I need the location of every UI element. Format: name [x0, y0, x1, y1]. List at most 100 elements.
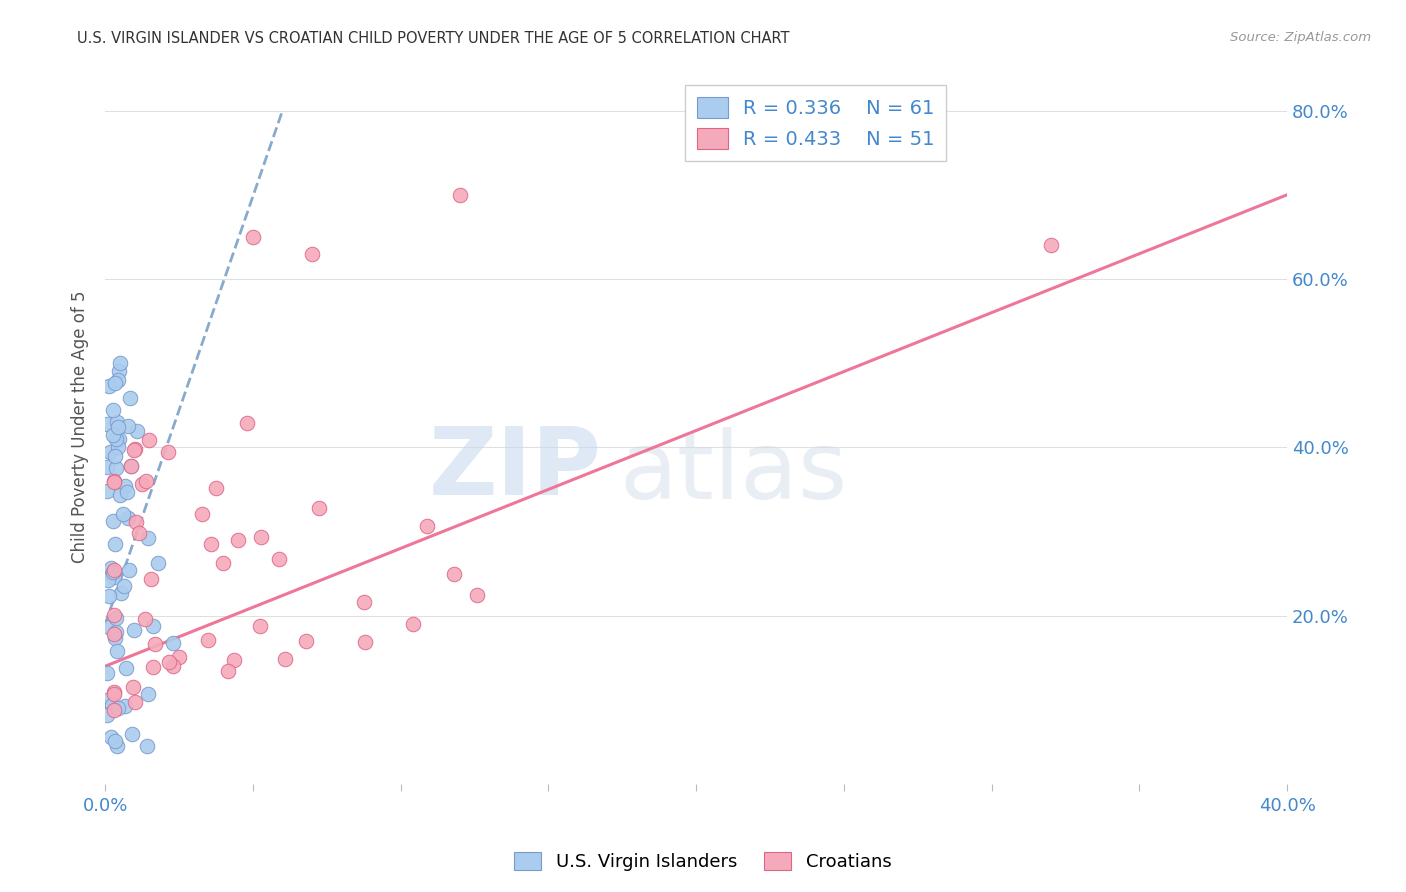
Point — [105, 643, 128, 657]
Point — [1039, 238, 1062, 252]
Point — [103, 687, 125, 701]
Point — [108, 356, 131, 370]
Point — [353, 595, 375, 609]
Point — [217, 664, 239, 678]
Legend: R = 0.336    N = 61, R = 0.433    N = 51: R = 0.336 N = 61, R = 0.433 N = 51 — [685, 86, 946, 161]
Point — [105, 461, 128, 475]
Point — [301, 246, 323, 260]
Point — [162, 636, 184, 650]
Point — [115, 484, 138, 499]
Point — [103, 475, 125, 489]
Y-axis label: Child Poverty Under the Age of 5: Child Poverty Under the Age of 5 — [72, 290, 89, 563]
Point — [103, 685, 125, 699]
Point — [97, 589, 120, 603]
Point — [142, 618, 165, 632]
Point — [226, 533, 249, 548]
Point — [249, 619, 271, 633]
Point — [197, 632, 219, 647]
Point — [162, 659, 184, 673]
Text: ZIP: ZIP — [429, 423, 602, 516]
Point — [124, 442, 146, 457]
Point — [136, 739, 159, 754]
Point — [274, 652, 297, 666]
Point — [242, 230, 264, 244]
Point — [118, 391, 141, 405]
Point — [96, 666, 118, 681]
Point — [104, 537, 127, 551]
Point — [107, 701, 129, 715]
Point — [103, 514, 125, 528]
Point — [101, 428, 124, 442]
Point — [148, 557, 170, 571]
Point — [112, 507, 135, 521]
Text: atlas: atlas — [619, 426, 848, 519]
Point — [96, 692, 118, 706]
Legend: U.S. Virgin Islanders, Croatians: U.S. Virgin Islanders, Croatians — [508, 845, 898, 879]
Point — [295, 633, 318, 648]
Point — [104, 733, 127, 747]
Point — [122, 680, 145, 694]
Point — [136, 687, 159, 701]
Point — [222, 652, 245, 666]
Point — [121, 727, 143, 741]
Point — [103, 565, 125, 579]
Point — [100, 567, 122, 582]
Point — [156, 445, 179, 459]
Point — [128, 526, 150, 541]
Point — [143, 637, 166, 651]
Point — [107, 440, 129, 454]
Point — [465, 588, 488, 602]
Point — [104, 611, 127, 625]
Point — [114, 479, 136, 493]
Point — [108, 433, 131, 447]
Point — [104, 376, 127, 390]
Point — [135, 475, 157, 489]
Point — [107, 415, 129, 429]
Point — [120, 458, 142, 473]
Point — [443, 566, 465, 581]
Point — [308, 501, 330, 516]
Point — [236, 416, 259, 430]
Point — [200, 536, 222, 550]
Point — [131, 476, 153, 491]
Point — [104, 631, 127, 645]
Point — [105, 432, 128, 446]
Point — [98, 379, 121, 393]
Point — [96, 417, 118, 431]
Point — [122, 442, 145, 457]
Point — [114, 698, 136, 713]
Point — [100, 561, 122, 575]
Point — [103, 627, 125, 641]
Point — [103, 563, 125, 577]
Point — [107, 420, 129, 434]
Point — [96, 459, 118, 474]
Point — [97, 573, 120, 587]
Point — [100, 730, 122, 744]
Point — [212, 556, 235, 570]
Point — [134, 612, 156, 626]
Point — [127, 425, 149, 439]
Point — [98, 619, 121, 633]
Point — [104, 449, 127, 463]
Point — [103, 474, 125, 488]
Point — [138, 434, 160, 448]
Point — [96, 707, 118, 722]
Point — [416, 519, 439, 533]
Point — [108, 364, 131, 378]
Point — [204, 481, 226, 495]
Point — [117, 418, 139, 433]
Point — [98, 445, 121, 459]
Point — [191, 507, 214, 521]
Point — [353, 634, 375, 648]
Point — [105, 739, 128, 753]
Point — [115, 660, 138, 674]
Point — [157, 655, 180, 669]
Point — [107, 373, 129, 387]
Point — [142, 659, 165, 673]
Point — [124, 695, 146, 709]
Text: Source: ZipAtlas.com: Source: ZipAtlas.com — [1230, 31, 1371, 45]
Point — [112, 579, 135, 593]
Point — [267, 552, 290, 566]
Point — [117, 511, 139, 525]
Point — [136, 531, 159, 545]
